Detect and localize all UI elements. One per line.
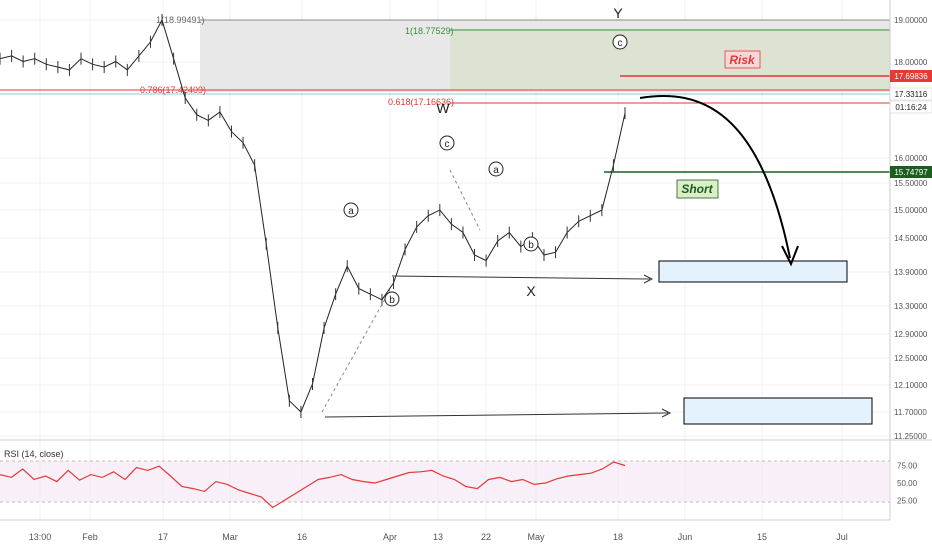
fib-zone-green <box>450 30 890 90</box>
wave-circle-c1: c <box>439 135 455 151</box>
fib-label-top-right: 1(18.77529) <box>405 26 454 36</box>
wave-label-x: X <box>526 283 536 299</box>
short-label: Short <box>681 182 713 196</box>
price-tick-label-5: 15.00000 <box>894 206 928 215</box>
price-tick-label-8: 13.30000 <box>894 302 928 311</box>
projection-curve-arrow <box>639 94 791 259</box>
rsi-band <box>0 461 890 502</box>
price-tick-label-12: 11.70000 <box>894 408 927 417</box>
wave-dashed-line <box>321 289 391 413</box>
price-tick-label-1: 18.00000 <box>894 58 928 67</box>
last-price-badge-text: 17.33116 <box>895 90 928 99</box>
price-tick-label-11: 12.10000 <box>894 381 928 390</box>
fib-label-618: 0.618(17.16636) <box>388 97 454 107</box>
rsi-tick-label-2: 25.00 <box>897 497 918 506</box>
time-tick-label-3: Mar <box>222 532 238 542</box>
wave-circle-b2-text: b <box>528 240 534 251</box>
time-tick-label-7: 22 <box>481 532 491 542</box>
fib-label-top-left: 1(18.99491) <box>156 15 205 25</box>
time-tick-label-11: 15 <box>757 532 767 542</box>
time-tick-label-0: 13:00 <box>29 532 52 542</box>
price-tick-label-13: 11.25000 <box>894 432 927 441</box>
price-axis-ticks: 19.00000 18.00000 16.00000 15.50000 15.00000… <box>894 16 928 441</box>
rsi-axis-ticks: 75.00 50.00 25.00 <box>897 462 918 506</box>
arrow-line-upper <box>391 275 651 280</box>
wave-label-y: Y <box>613 5 623 21</box>
time-tick-label-1: Feb <box>82 532 98 542</box>
short-price-badge <box>890 166 932 178</box>
wave-circle-a1-text: a <box>348 206 354 217</box>
price-candles <box>0 14 626 418</box>
time-tick-label-8: May <box>527 532 545 542</box>
risk-label: Risk <box>729 53 756 67</box>
wave-circle-c-top: c <box>612 34 628 50</box>
price-tick-label-10: 12.50000 <box>894 354 928 363</box>
time-tick-label-5: Apr <box>383 532 397 542</box>
rsi-label: RSI (14, close) <box>4 449 64 459</box>
wave-circle-a2-text: a <box>493 165 499 176</box>
wave-circle-b2: b <box>523 236 539 252</box>
time-tick-label-12: Jul <box>836 532 848 542</box>
time-tick-label-9: 18 <box>613 532 623 542</box>
time-tick-label-2: 17 <box>158 532 168 542</box>
time-axis-ticks: 13:00 Feb 17 Mar 16 Apr 13 22 May 18 Jun 15 Jul <box>29 532 848 542</box>
short-label-box <box>676 179 719 199</box>
last-price-badge <box>889 87 932 101</box>
price-tick-label-0: 19.00000 <box>894 16 928 25</box>
price-tick-label-3: 16.00000 <box>894 154 928 163</box>
fib-label-786: 0.786(17.42409) <box>140 85 206 95</box>
rsi-series-line <box>0 461 626 509</box>
target-box-lower <box>683 397 873 425</box>
wave-dashed-line-2 <box>449 169 481 231</box>
time-tick-label-6: 13 <box>433 532 443 542</box>
risk-price-badge <box>890 70 932 82</box>
wave-circle-c-top-text: c <box>618 38 623 49</box>
wave-label-w: W <box>436 100 450 116</box>
arrow-line-lower <box>324 412 669 418</box>
short-price-badge-text: 15.74797 <box>894 168 928 177</box>
wave-circle-b1: b <box>384 291 400 307</box>
risk-price-badge-text: 17.69836 <box>894 72 928 81</box>
price-tick-label-6: 14.50000 <box>894 234 928 243</box>
wave-circle-b1-text: b <box>389 295 395 306</box>
risk-label-box <box>724 50 761 69</box>
rsi-tick-label-0: 75.00 <box>897 462 918 471</box>
wave-circle-a1: a <box>343 202 359 218</box>
time-tick-label-4: 16 <box>297 532 307 542</box>
rsi-tick-label-1: 50.00 <box>897 479 918 488</box>
projection-arrow-head <box>781 245 799 267</box>
price-tick-label-4: 15.50000 <box>894 179 928 188</box>
grid <box>0 0 890 520</box>
arrow-head-upper <box>643 274 654 284</box>
price-tick-label-9: 12.90000 <box>894 330 928 339</box>
target-box-upper <box>658 260 848 283</box>
wave-circle-c1-text: c <box>445 139 450 150</box>
countdown-badge <box>889 100 932 114</box>
countdown-badge-text: 01:16:24 <box>895 103 927 112</box>
time-tick-label-10: Jun <box>678 532 693 542</box>
arrow-head-lower <box>661 408 672 418</box>
price-tick-label-7: 13.90000 <box>894 268 928 277</box>
wave-circle-a2: a <box>488 161 504 177</box>
